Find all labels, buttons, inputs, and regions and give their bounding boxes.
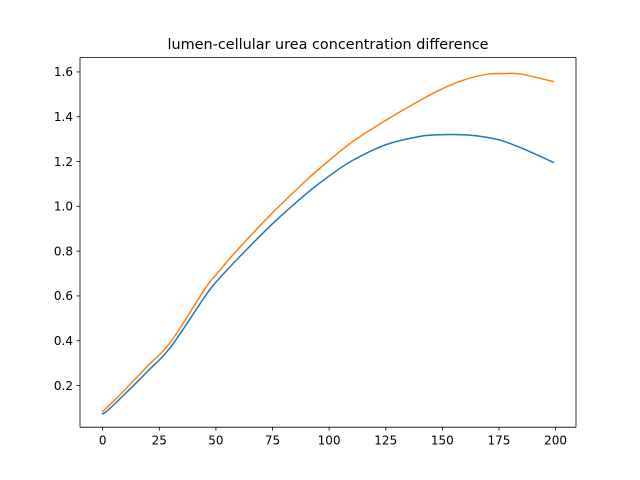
y-tick-label: 0.2 xyxy=(54,379,73,393)
x-tick-label: 75 xyxy=(265,434,280,448)
x-tick-label: 125 xyxy=(374,434,397,448)
y-tick-label: 1.2 xyxy=(54,155,73,169)
axes-layer xyxy=(79,57,577,428)
x-tick-label: 200 xyxy=(544,434,567,448)
x-tick-label: 0 xyxy=(99,434,107,448)
y-tick-label: 1.4 xyxy=(54,110,73,124)
series-line-1 xyxy=(101,133,555,415)
chart-title: lumen-cellular urea concentration differ… xyxy=(168,37,489,53)
series-layer xyxy=(101,72,555,415)
series-line-2 xyxy=(101,72,555,413)
y-tick-label: 0.6 xyxy=(54,289,73,303)
y-tick-label: 1.0 xyxy=(54,200,73,214)
y-tick-label: 1.6 xyxy=(54,65,73,79)
x-tick-label: 175 xyxy=(488,434,511,448)
plot-area-background xyxy=(80,57,576,428)
y-tick-label: 0.8 xyxy=(54,244,73,258)
y-tick-label: 0.4 xyxy=(54,334,73,348)
x-tick-label: 100 xyxy=(318,434,341,448)
x-tick-label: 25 xyxy=(152,434,167,448)
x-axis-ticks: 0 25 50 75 100 125 150 175 200 xyxy=(99,427,567,448)
y-axis-ticks: 0.2 0.4 0.6 0.8 1.0 1.2 1.4 1.6 xyxy=(54,65,80,393)
x-tick-label: 150 xyxy=(431,434,454,448)
x-tick-label: 50 xyxy=(208,434,223,448)
